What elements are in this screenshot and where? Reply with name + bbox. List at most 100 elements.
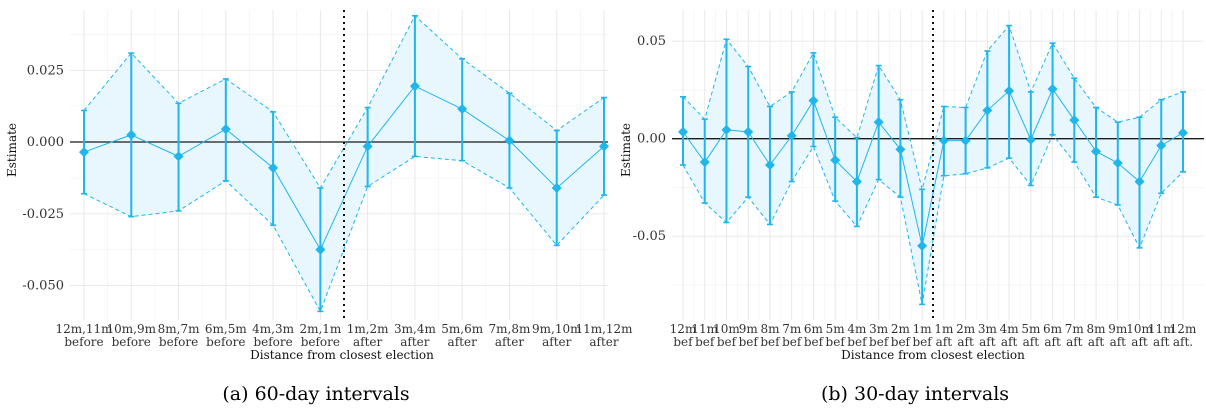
- data-point: [960, 135, 971, 146]
- x-tick-label: bef: [913, 335, 934, 349]
- data-point: [938, 135, 949, 146]
- x-tick-label: after: [542, 335, 572, 349]
- ci-lower-line: [682, 133, 1184, 305]
- data-point: [721, 124, 732, 135]
- x-tick-label: after: [589, 335, 619, 349]
- estimate-line: [682, 87, 1184, 247]
- data-point: [551, 182, 562, 193]
- x-tick-label: aft: [1023, 335, 1040, 349]
- data-point: [599, 141, 609, 152]
- y-tick-label: 0.05: [637, 34, 666, 49]
- x-tick-label: aft.: [1173, 335, 1193, 349]
- x-tick-label: aft: [936, 335, 953, 349]
- ci-lower-line: [83, 155, 605, 313]
- panel-a: Estimate Distance from closest election …: [5, 10, 633, 405]
- x-tick-label: 8m: [760, 322, 780, 336]
- x-tick-label: 4m,3m: [252, 322, 294, 336]
- y-tick-label: 0.00: [637, 132, 666, 147]
- caption-b: (b) 30-day intervals: [821, 383, 1009, 405]
- x-tick-label: aft: [1001, 335, 1018, 349]
- confidence-band: [683, 25, 1183, 305]
- data-point: [830, 155, 841, 166]
- confidence-band: [84, 15, 604, 312]
- x-tick-label: 12m,11m: [55, 322, 113, 336]
- x-tick-label: bef: [891, 335, 912, 349]
- data-point: [1134, 176, 1145, 187]
- x-axis-label: Distance from closest election: [841, 348, 1025, 362]
- data-point: [1069, 115, 1080, 126]
- x-tick-label: 12m: [1170, 322, 1197, 336]
- x-tick-label: bef: [760, 335, 781, 349]
- data-point: [895, 144, 906, 155]
- x-tick-label: bef: [826, 335, 847, 349]
- x-tick-label: after: [495, 335, 525, 349]
- y-tick-label: -0.05: [633, 229, 666, 244]
- data-point: [786, 130, 797, 141]
- x-tick-label: aft: [1131, 335, 1148, 349]
- x-tick-label: 1m: [934, 322, 954, 336]
- data-point: [808, 95, 819, 106]
- caption-a: (a) 60-day intervals: [222, 383, 409, 405]
- x-tick-label: 12m: [670, 322, 697, 336]
- x-tick-label: 10m: [1126, 322, 1153, 336]
- data-point: [764, 160, 775, 170]
- data-point: [409, 81, 420, 92]
- x-tick-label: 9m: [739, 322, 759, 336]
- x-tick-label: 1m,2m: [347, 322, 389, 336]
- x-tick-label: before: [159, 335, 198, 349]
- x-tick-label: bef: [869, 335, 890, 349]
- x-tick-label: aft: [957, 335, 974, 349]
- data-point: [699, 157, 710, 168]
- data-point: [873, 117, 884, 128]
- y-tick-label: -0.025: [22, 207, 64, 222]
- x-tick-label: before: [64, 335, 103, 349]
- data-point: [743, 126, 754, 137]
- x-tick-label: 3m,4m: [394, 322, 436, 336]
- data-point: [126, 129, 137, 140]
- data-point: [1025, 134, 1036, 145]
- x-tick-label: 2m: [956, 322, 976, 336]
- x-tick-label: before: [253, 335, 292, 349]
- data-point: [1156, 140, 1167, 151]
- x-tick-label: aft: [1066, 335, 1083, 349]
- y-tick-label: 0.025: [27, 63, 64, 78]
- data-point: [1047, 83, 1058, 94]
- data-point: [1091, 146, 1102, 157]
- x-tick-label: bef: [782, 335, 803, 349]
- data-point: [173, 151, 184, 162]
- x-tick-label: 3m: [869, 322, 889, 336]
- x-tick-label: 10m,9m: [107, 322, 157, 336]
- estimate-line: [83, 85, 605, 251]
- x-tick-label: 2m,1m: [299, 322, 341, 336]
- data-point: [678, 126, 688, 137]
- x-tick-label: bef: [695, 335, 716, 349]
- x-tick-label: aft: [1044, 335, 1061, 349]
- x-tick-label: before: [301, 335, 340, 349]
- x-tick-label: 5m: [1021, 322, 1041, 336]
- x-tick-label: 11m,12m: [575, 322, 633, 336]
- y-tick-label: 0.000: [27, 135, 64, 150]
- x-tick-label: 8m,7m: [158, 322, 200, 336]
- data-point: [315, 244, 326, 255]
- x-tick-label: bef: [847, 335, 868, 349]
- x-tick-label: 6m,5m: [205, 322, 247, 336]
- x-tick-label: 11m: [691, 322, 718, 336]
- x-tick-label: 4m: [1000, 322, 1020, 336]
- x-axis-label: Distance from closest election: [250, 348, 434, 362]
- x-tick-label: 8m: [1087, 322, 1107, 336]
- data-point: [79, 147, 89, 158]
- y-axis-label: Estimate: [619, 123, 633, 177]
- x-tick-label: 10m: [713, 322, 740, 336]
- data-point: [982, 105, 993, 116]
- x-tick-label: 6m: [1043, 322, 1063, 336]
- x-tick-label: bef: [717, 335, 738, 349]
- x-tick-label: 9m: [1108, 322, 1128, 336]
- x-tick-label: aft: [1088, 335, 1105, 349]
- data-point: [1178, 127, 1188, 138]
- data-point: [1004, 85, 1015, 96]
- data-point: [917, 240, 928, 251]
- x-tick-label: aft: [1110, 335, 1127, 349]
- x-tick-label: 11m: [1148, 322, 1175, 336]
- data-point: [504, 135, 515, 146]
